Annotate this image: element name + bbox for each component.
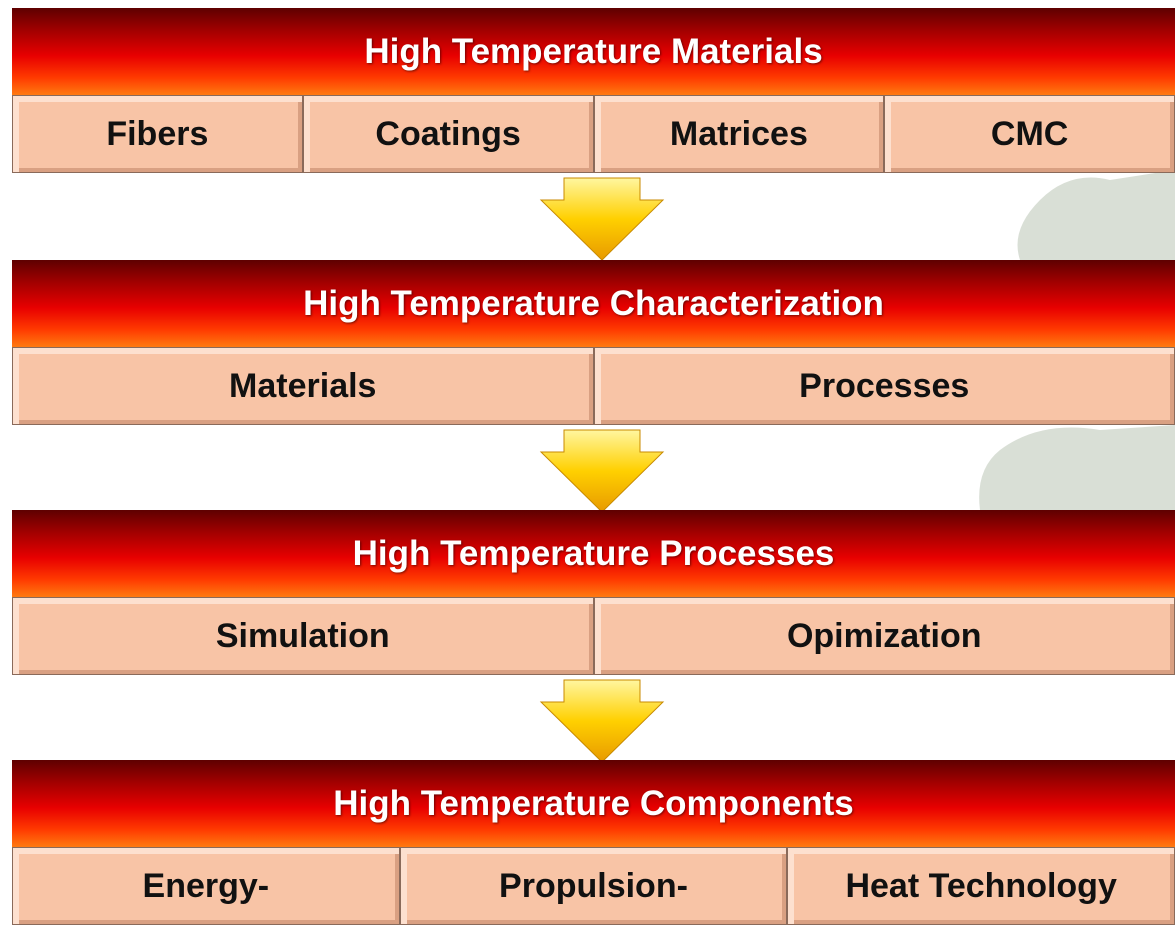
stage-item: Materials bbox=[12, 347, 594, 425]
stage-header: High Temperature Materials bbox=[12, 8, 1175, 95]
stage-header: High Temperature Characterization bbox=[12, 260, 1175, 347]
flow-arrow bbox=[539, 426, 665, 514]
stage-item: Coatings bbox=[303, 95, 594, 173]
page: High Temperature MaterialsFibersCoatings… bbox=[0, 0, 1175, 923]
stage-item: Opimization bbox=[594, 597, 1175, 675]
stage-item: Processes bbox=[594, 347, 1175, 425]
flow-arrow bbox=[539, 174, 665, 262]
flow-arrow bbox=[539, 676, 665, 764]
stage-item: CMC bbox=[884, 95, 1175, 173]
stage-item: Heat Technology bbox=[787, 847, 1175, 925]
stage-item: Simulation bbox=[12, 597, 594, 675]
stage-header: High Temperature Processes bbox=[12, 510, 1175, 597]
stage-item: Fibers bbox=[12, 95, 303, 173]
stage-item: Matrices bbox=[594, 95, 885, 173]
stage-header: High Temperature Components bbox=[12, 760, 1175, 847]
stage-item: Propulsion- bbox=[400, 847, 788, 925]
stage-item: Energy- bbox=[12, 847, 400, 925]
